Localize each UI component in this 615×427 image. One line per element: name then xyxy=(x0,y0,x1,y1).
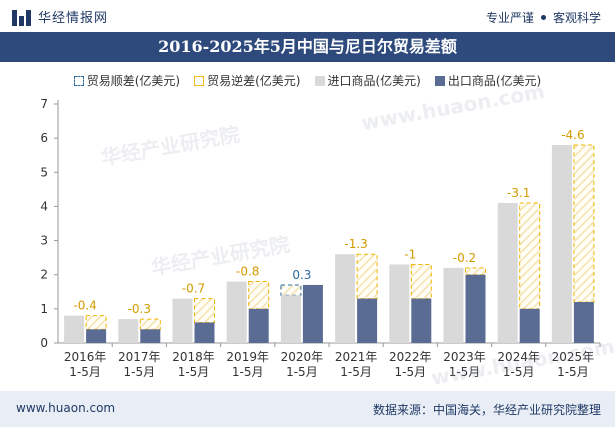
bar-export xyxy=(411,298,432,343)
x-tick-label: 2019年 1-5月 xyxy=(226,350,269,379)
y-tick-label: 5 xyxy=(40,165,48,179)
x-tick-label: 2018年 1-5月 xyxy=(172,350,215,379)
bar-export xyxy=(573,302,594,343)
footer: www.huaon.com 数据来源：中国海关，华经产业研究院整理 xyxy=(0,391,615,427)
x-tick-label: 2017年 1-5月 xyxy=(118,350,161,379)
balance-box xyxy=(280,284,302,296)
bar-import xyxy=(497,203,518,343)
y-tick-label: 1 xyxy=(40,302,48,316)
balance-label: 0.3 xyxy=(292,268,311,282)
balance-label: -0.7 xyxy=(182,282,205,296)
legend-label-deficit: 贸易逆差(亿美元) xyxy=(207,74,301,88)
balance-label: -0.4 xyxy=(73,299,96,313)
legend-swatch-surplus xyxy=(73,75,84,86)
legend-swatch-export xyxy=(434,75,445,86)
slogan: 专业严谨 客观科学 xyxy=(486,9,601,26)
legend-swatch-import xyxy=(314,75,325,86)
footer-source: 数据来源：中国海关，华经产业研究院整理 xyxy=(372,403,601,417)
balance-box xyxy=(248,281,270,310)
trade-balance-chart: 0 1 2 3 4 5 6 7 -0.4 2016年 1-5月 -0.3 2017年 1-5月 -0.7 20… xyxy=(40,97,601,379)
bar-import xyxy=(118,319,139,343)
bar-import xyxy=(389,264,410,343)
footer-url: www.huaon.com xyxy=(16,401,116,415)
y-tick-label: 7 xyxy=(40,97,48,111)
bar-import xyxy=(172,298,193,343)
brand: 华经情报网 xyxy=(12,7,108,26)
bar-export xyxy=(302,284,323,343)
balance-label: -1 xyxy=(404,247,416,261)
balance-label: -0.8 xyxy=(236,265,259,279)
legend-swatch-deficit xyxy=(194,75,205,86)
x-tick-label: 2024年 1-5月 xyxy=(497,350,540,379)
brand-name: 华经情报网 xyxy=(38,11,109,26)
x-tick-label: 2020年 1-5月 xyxy=(281,350,324,379)
balance-box xyxy=(139,318,161,330)
bar-export xyxy=(465,274,486,343)
slogan-left: 专业严谨 xyxy=(485,11,534,25)
chart-legend: 贸易顺差(亿美元) 贸易逆差(亿美元) 进口商品(亿美元) 出口商品(亿美元) xyxy=(0,72,615,89)
y-tick-label: 3 xyxy=(40,234,48,248)
x-tick-label: 2022年 1-5月 xyxy=(389,350,432,379)
balance-box xyxy=(465,267,486,276)
balance-box xyxy=(573,144,595,303)
balance-box xyxy=(85,315,107,330)
legend-item-export: 出口商品(亿美元) xyxy=(434,72,542,89)
balance-label: -3.1 xyxy=(507,186,530,200)
balance-label: -0.3 xyxy=(128,302,151,316)
chart-title: 2016-2025年5月中国与尼日尔贸易差额 xyxy=(0,32,615,62)
balance-box xyxy=(410,263,432,300)
bar-export xyxy=(140,329,161,343)
legend-label-import: 进口商品(亿美元) xyxy=(327,74,421,88)
bar-export xyxy=(519,308,540,343)
balance-label: -0.2 xyxy=(453,251,476,265)
balance-label: -4.6 xyxy=(561,128,584,142)
legend-item-deficit: 贸易逆差(亿美元) xyxy=(194,72,301,89)
legend-item-surplus: 贸易顺差(亿美元) xyxy=(73,72,181,89)
balance-label: -1.3 xyxy=(344,237,367,251)
y-tick-label: 4 xyxy=(40,199,48,213)
bar-import xyxy=(443,267,464,343)
bar-import xyxy=(280,295,301,343)
slogan-right: 客观科学 xyxy=(552,11,601,25)
balance-box xyxy=(194,298,215,324)
legend-label-export: 出口商品(亿美元) xyxy=(447,74,542,88)
y-tick-label: 0 xyxy=(40,336,48,350)
bar-export xyxy=(194,322,215,343)
dot-icon xyxy=(540,15,546,20)
bar-import xyxy=(64,315,85,343)
x-tick-label: 2021年 1-5月 xyxy=(335,350,378,379)
y-tick-label: 6 xyxy=(40,131,48,145)
balance-box xyxy=(519,202,541,310)
bar-export xyxy=(357,298,378,343)
bar-export xyxy=(86,329,107,343)
bar-import xyxy=(226,281,247,343)
brand-logo-icon xyxy=(12,8,32,26)
bar-import xyxy=(335,254,356,343)
x-tick-label: 2025年 1-5月 xyxy=(552,350,595,379)
balance-box xyxy=(356,253,378,300)
bar-import xyxy=(551,144,572,343)
x-tick-label: 2023年 1-5月 xyxy=(443,350,486,379)
legend-item-import: 进口商品(亿美元) xyxy=(314,72,421,89)
top-bar: 华经情报网 专业严谨 客观科学 xyxy=(0,0,615,32)
bar-export xyxy=(248,308,269,343)
legend-label-surplus: 贸易顺差(亿美元) xyxy=(86,74,181,88)
y-tick-label: 2 xyxy=(40,268,48,282)
x-tick-label: 2016年 1-5月 xyxy=(64,350,107,379)
